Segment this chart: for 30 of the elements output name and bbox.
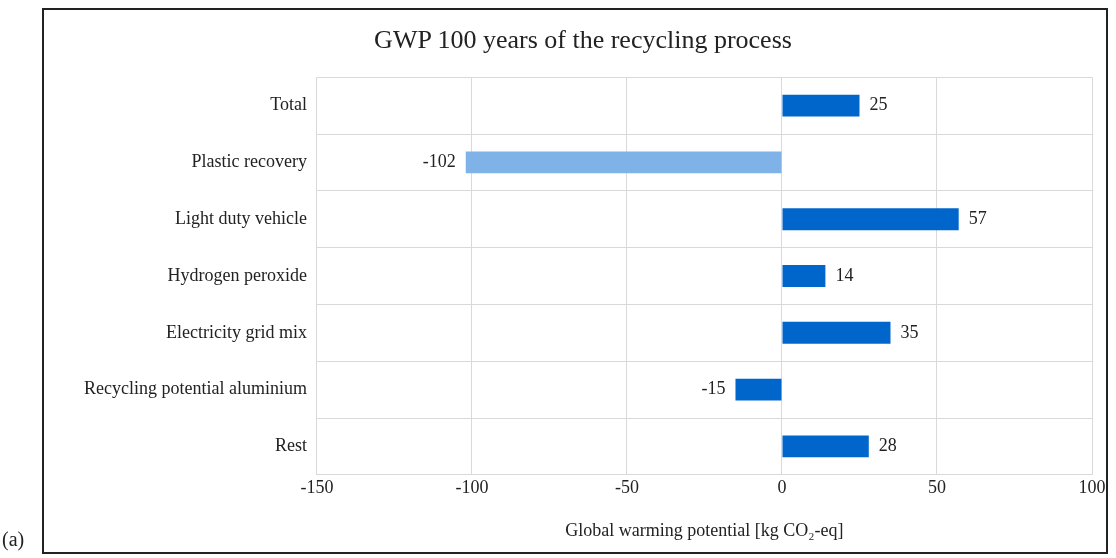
data-label: 14 (835, 264, 854, 285)
y-tick-label: Recycling potential aluminium (84, 378, 307, 399)
x-tick-label: -50 (614, 477, 639, 498)
y-tick-label: Hydrogen peroxide (167, 264, 307, 285)
text: (a) (2, 528, 25, 551)
x-tick-label: 0 (777, 477, 787, 498)
bar (782, 435, 869, 458)
data-label: 28 (878, 435, 897, 456)
bar (782, 208, 959, 231)
data-label: 25 (869, 94, 888, 115)
x-tick-label: 50 (927, 477, 946, 498)
y-tick-label: Electricity grid mix (165, 321, 307, 342)
y-tick-label: Plastic recovery (191, 151, 307, 172)
bar (465, 151, 782, 174)
data-label: -15 (701, 378, 726, 399)
chart-title: GWP 100 years of the recycling process (374, 25, 792, 55)
y-tick-label: Total (270, 94, 307, 115)
bar (782, 321, 891, 344)
y-tick-label: Rest (274, 435, 307, 456)
data-label: -102 (422, 151, 456, 172)
bar (782, 265, 826, 287)
bar (735, 378, 782, 401)
data-label: 35 (900, 321, 919, 342)
x-tick-label: -100 (455, 477, 489, 498)
data-label: 57 (968, 207, 987, 228)
bar (782, 94, 860, 117)
y-tick-label: Light duty vehicle (174, 207, 307, 228)
x-tick-label: 100 (1078, 477, 1106, 498)
x-axis-title: Global warming potential [kg CO₂-eq] (565, 519, 844, 540)
x-tick-label: -150 (300, 477, 334, 498)
